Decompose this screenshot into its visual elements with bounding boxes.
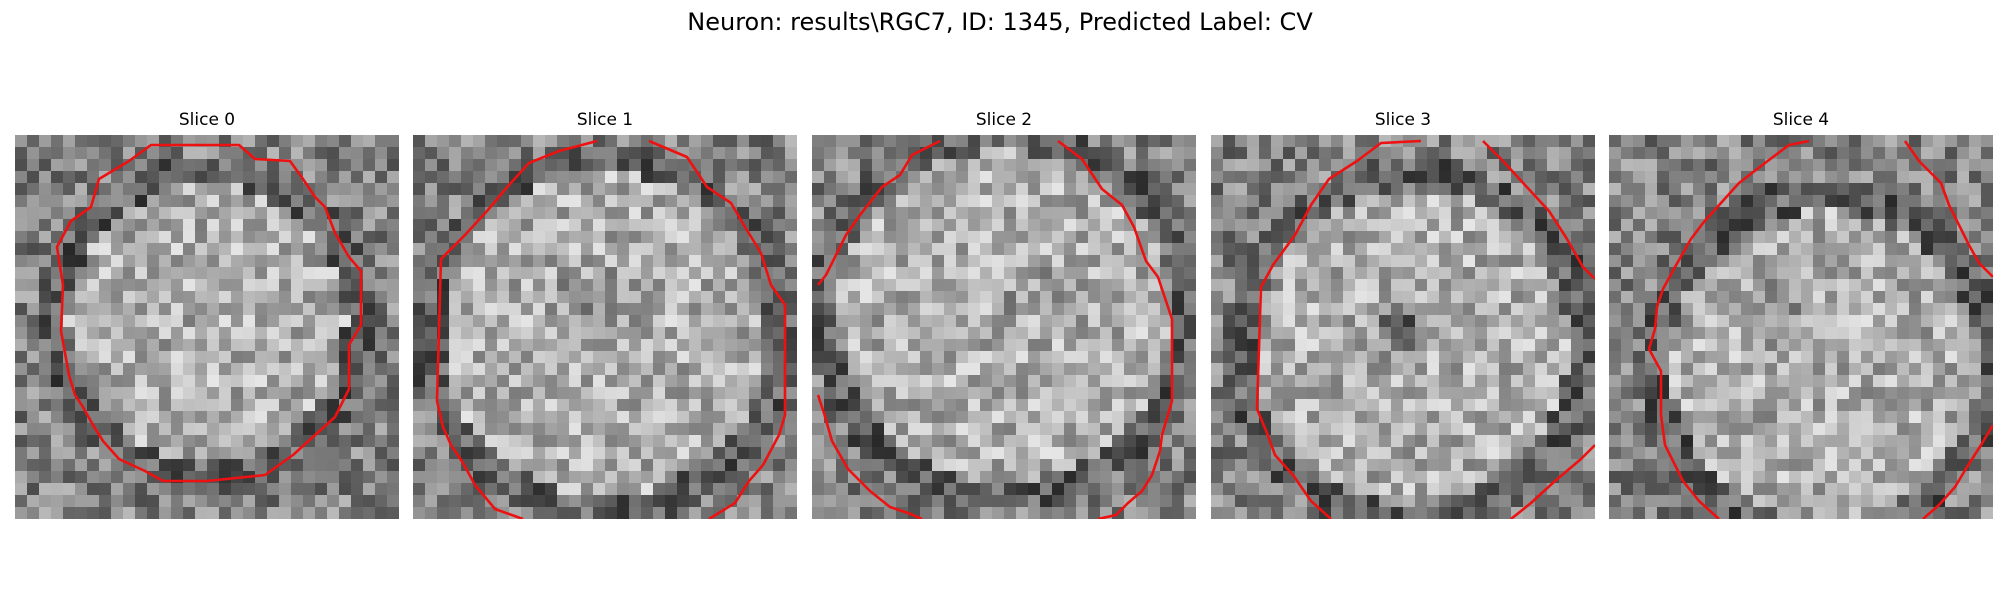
grayscale-pixels (1211, 135, 1595, 519)
segmentation-contour (435, 139, 598, 519)
slice-panel-1: Slice 1 (413, 104, 797, 524)
segmentation-contour (648, 139, 787, 519)
micrograph-svg (1609, 135, 1993, 519)
segmentation-contour (1510, 444, 1595, 519)
slice-title-2: Slice 2 (975, 110, 1033, 130)
micrograph-svg (812, 135, 1196, 519)
slice-title-4: Slice 4 (1772, 110, 1830, 130)
micrograph-svg (15, 135, 399, 519)
segmentation-contour (1922, 424, 1993, 519)
segmentation-contour (1647, 139, 1810, 519)
segmentation-contour (1482, 140, 1595, 280)
segmentation-contour (816, 139, 941, 286)
grayscale-pixels (812, 135, 1196, 519)
figure-title: Neuron: results\RGC7, ID: 1345, Predicte… (687, 8, 1313, 36)
grayscale-pixels (15, 135, 399, 519)
slice-image-4 (1609, 135, 1993, 519)
segmentation-contour (1057, 139, 1174, 519)
slice-panel-3: Slice 3 (1211, 104, 1595, 524)
slice-title-1: Slice 1 (576, 110, 634, 130)
slice-image-2 (812, 135, 1196, 519)
slice-title-3: Slice 3 (1374, 110, 1432, 130)
micrograph-svg (413, 135, 797, 519)
slice-image-0 (15, 135, 399, 519)
slice-panel-2: Slice 2 (812, 104, 1196, 524)
segmentation-contour (1255, 139, 1422, 519)
grayscale-pixels (1609, 135, 1993, 519)
segmentation-contour (816, 394, 923, 519)
slice-title-0: Slice 0 (178, 110, 236, 130)
micrograph-svg (1211, 135, 1595, 519)
segmentation-contour (1903, 140, 1993, 278)
slice-panel-0: Slice 0 (15, 104, 399, 524)
slice-panel-4: Slice 4 (1609, 104, 1993, 524)
grayscale-pixels (413, 135, 797, 519)
segmentation-contour (55, 143, 363, 483)
slice-image-3 (1211, 135, 1595, 519)
slice-image-1 (413, 135, 797, 519)
